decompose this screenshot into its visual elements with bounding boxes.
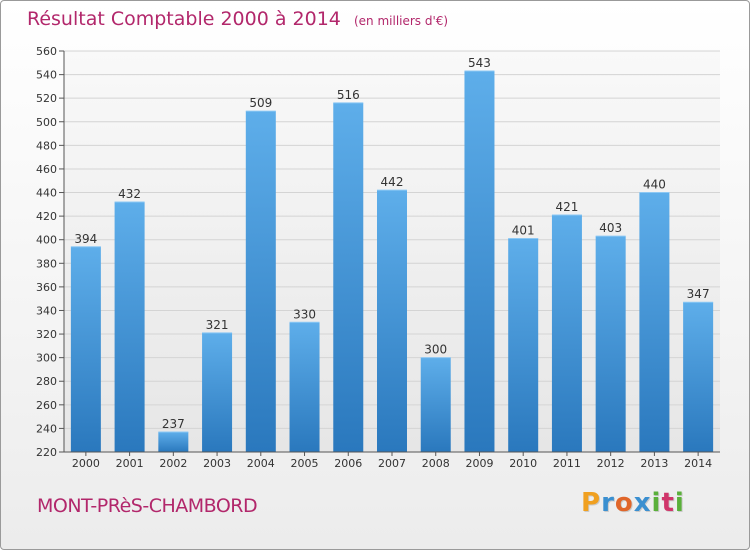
y-tick-label: 460 (36, 163, 57, 176)
bar-value-label: 347 (687, 287, 710, 301)
bar-value-label: 421 (555, 200, 578, 214)
bar-2000 (70, 246, 101, 452)
x-tick-label: 2008 (422, 457, 450, 470)
bar-2011 (551, 214, 582, 452)
x-tick-label: 2010 (509, 457, 537, 470)
x-tick-label: 2013 (640, 457, 668, 470)
bar-value-label: 516 (337, 88, 360, 102)
x-tick-label: 2011 (553, 457, 581, 470)
chart-subtitle: (en milliers d'€) (353, 14, 449, 28)
x-tick-label: 2004 (247, 457, 275, 470)
x-tick-label: 2002 (159, 457, 187, 470)
y-tick-label: 300 (36, 352, 57, 365)
y-tick-label: 520 (36, 92, 57, 105)
bar-2004 (245, 111, 276, 453)
bar-2001 (114, 201, 145, 452)
title-row: Résultat Comptable 2000 à 2014 (en milli… (27, 8, 448, 30)
logo-letter: P (581, 488, 602, 518)
bar-2014 (683, 302, 714, 452)
bar-2010 (508, 238, 539, 452)
bar-value-label: 432 (118, 187, 141, 201)
y-tick-label: 440 (36, 187, 57, 200)
bar-2012 (595, 236, 626, 452)
x-tick-label: 2001 (116, 457, 144, 470)
x-tick-label: 2009 (465, 457, 493, 470)
bar-value-label: 543 (468, 56, 491, 70)
proxiti-logo: Proxiti (581, 488, 685, 518)
bar-value-label: 237 (162, 417, 185, 431)
bar-value-label: 321 (206, 318, 229, 332)
y-tick-label: 540 (36, 69, 57, 82)
y-tick-label: 420 (36, 210, 57, 223)
x-tick-label: 2006 (334, 457, 362, 470)
bar-2005 (289, 322, 320, 452)
bar-value-label: 401 (512, 224, 535, 238)
y-tick-label: 340 (36, 304, 57, 317)
y-tick-label: 220 (36, 446, 57, 459)
bar-value-label: 330 (293, 307, 316, 321)
logo-letter: i (651, 488, 662, 518)
y-tick-label: 240 (36, 422, 57, 435)
chart-title: Résultat Comptable 2000 à 2014 (27, 8, 341, 30)
x-tick-label: 2005 (291, 457, 319, 470)
bar-2007 (377, 190, 407, 452)
bar-value-label: 300 (424, 343, 447, 357)
logo-letter: i (674, 488, 685, 518)
y-tick-label: 260 (36, 399, 57, 412)
bar-2002 (158, 431, 189, 452)
bar-value-label: 442 (381, 175, 404, 189)
bar-2009 (464, 71, 495, 453)
logo-letter: x (633, 488, 652, 518)
y-tick-label: 320 (36, 328, 57, 341)
x-tick-label: 2012 (597, 457, 625, 470)
bar-2008 (420, 357, 451, 452)
y-tick-label: 380 (36, 257, 57, 270)
bar-value-label: 394 (74, 232, 97, 246)
y-tick-label: 280 (36, 375, 57, 388)
bar-2003 (202, 332, 233, 452)
y-tick-label: 500 (36, 116, 57, 129)
x-tick-label: 2014 (684, 457, 712, 470)
bar-value-label: 440 (643, 178, 666, 192)
bar-2013 (639, 192, 670, 452)
bar-value-label: 509 (249, 96, 272, 110)
y-tick-label: 360 (36, 281, 57, 294)
logo-letter: o (614, 488, 634, 518)
logo-letter: t (661, 488, 675, 518)
x-tick-label: 2000 (72, 457, 100, 470)
x-tick-label: 2007 (378, 457, 406, 470)
y-tick-label: 400 (36, 234, 57, 247)
y-tick-label: 560 (36, 45, 57, 58)
y-tick-label: 480 (36, 139, 57, 152)
logo-letter: r (601, 488, 615, 518)
commune-name: MONT-PRèS-CHAMBORD (37, 495, 258, 517)
bar-2006 (333, 102, 364, 453)
bar-value-label: 403 (599, 221, 622, 235)
x-tick-label: 2003 (203, 457, 231, 470)
